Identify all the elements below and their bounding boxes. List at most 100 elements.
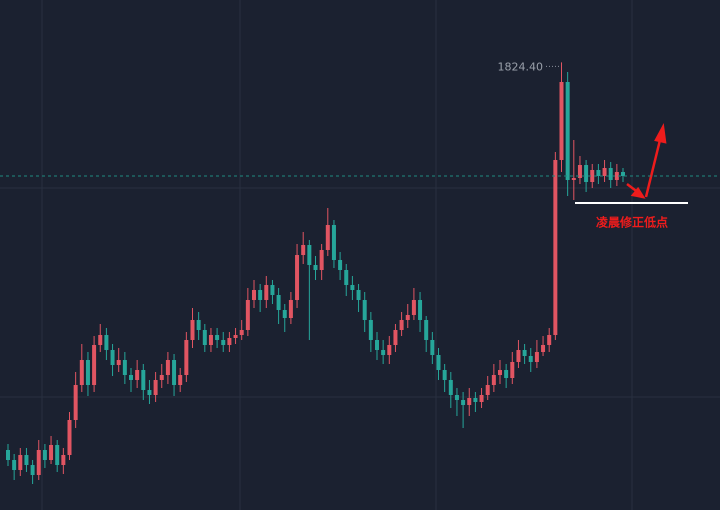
candle-body xyxy=(504,370,509,378)
candle-body xyxy=(541,345,546,352)
candle-body xyxy=(36,450,41,475)
annotation: 凌晨修正低点 xyxy=(596,215,668,230)
candle-body xyxy=(534,352,539,362)
max-label: 1824.40 xyxy=(498,60,544,73)
candle-body xyxy=(221,340,226,345)
candle-body xyxy=(239,330,244,335)
candle-body xyxy=(159,375,164,380)
arrow-head xyxy=(630,186,646,199)
candle-body xyxy=(430,340,435,355)
candle-body xyxy=(104,335,109,350)
candle-body xyxy=(85,360,90,385)
candle-body xyxy=(190,320,195,340)
candle-body xyxy=(288,300,293,318)
candle-body xyxy=(491,375,496,385)
candle-body xyxy=(608,168,613,180)
candle-body xyxy=(510,362,515,378)
candles xyxy=(6,62,625,484)
candle-body xyxy=(264,285,269,300)
candle-body xyxy=(122,360,127,375)
candle-body xyxy=(227,338,232,345)
candle-body xyxy=(350,285,355,290)
candle-body xyxy=(522,350,527,356)
candle-body xyxy=(92,345,97,385)
candle-body xyxy=(6,450,10,460)
arrow-head xyxy=(654,123,667,144)
candle-body xyxy=(356,290,361,300)
candle-body xyxy=(233,335,238,338)
candle-body xyxy=(602,168,607,176)
candle-body xyxy=(301,245,306,255)
candle-body xyxy=(553,160,558,335)
candle-body xyxy=(129,375,133,380)
candle-body xyxy=(448,380,453,395)
candle-body xyxy=(596,170,601,176)
candle-body xyxy=(584,165,589,182)
candle-body xyxy=(49,445,54,460)
candle-body xyxy=(528,356,533,362)
candle-body xyxy=(338,260,343,270)
candle-body xyxy=(196,320,201,330)
candle-body xyxy=(208,335,213,345)
candle-body xyxy=(153,380,158,395)
candle-body xyxy=(424,320,429,340)
candle-body xyxy=(98,335,103,345)
candle-body xyxy=(116,360,121,365)
candle-body xyxy=(24,455,29,465)
candle-body xyxy=(325,225,330,250)
candle-body xyxy=(590,170,595,182)
candle-body xyxy=(245,300,250,330)
candle-body xyxy=(184,340,189,375)
candle-body xyxy=(418,300,423,320)
candle-body xyxy=(30,465,35,475)
candle-body xyxy=(252,290,256,300)
candle-body xyxy=(12,460,17,470)
candle-body xyxy=(368,320,373,340)
candle-body xyxy=(387,345,392,355)
candle-body xyxy=(135,370,140,380)
candle-body xyxy=(405,315,410,320)
candle-body xyxy=(621,172,625,176)
candle-body xyxy=(258,290,263,300)
candle-body xyxy=(141,370,146,390)
candle-body xyxy=(467,398,472,405)
candle-body xyxy=(571,178,576,180)
candle-body xyxy=(215,335,220,340)
candle-body xyxy=(442,370,447,380)
candle-body xyxy=(42,450,47,460)
candle-body xyxy=(110,350,115,365)
candle-body xyxy=(565,82,570,180)
candle-body xyxy=(307,245,312,265)
candle-body xyxy=(516,350,521,362)
candle-body xyxy=(399,320,404,330)
candle-body xyxy=(559,82,564,160)
candle-body xyxy=(18,455,23,470)
candle-body xyxy=(454,395,459,400)
candle-body xyxy=(178,375,183,385)
candle-body xyxy=(61,455,66,465)
candle-body xyxy=(202,330,207,345)
candle-body xyxy=(270,285,275,295)
arrows xyxy=(626,123,667,199)
candle-body xyxy=(411,300,416,315)
candle-body xyxy=(436,355,441,370)
candle-body xyxy=(319,250,324,270)
candle-body xyxy=(172,360,177,385)
arrow xyxy=(644,139,662,198)
candle-body xyxy=(313,265,318,270)
candle-body xyxy=(79,360,84,385)
candle-body xyxy=(381,350,386,355)
candle-body xyxy=(55,445,60,465)
candle-body xyxy=(473,398,478,402)
candle-body xyxy=(73,385,78,420)
candle-body xyxy=(577,165,582,178)
candle-body xyxy=(614,172,619,180)
candle-body xyxy=(547,335,552,345)
candle-body xyxy=(479,395,484,402)
candle-body xyxy=(375,340,379,350)
candle-body xyxy=(461,400,466,405)
candle-body xyxy=(393,330,398,345)
